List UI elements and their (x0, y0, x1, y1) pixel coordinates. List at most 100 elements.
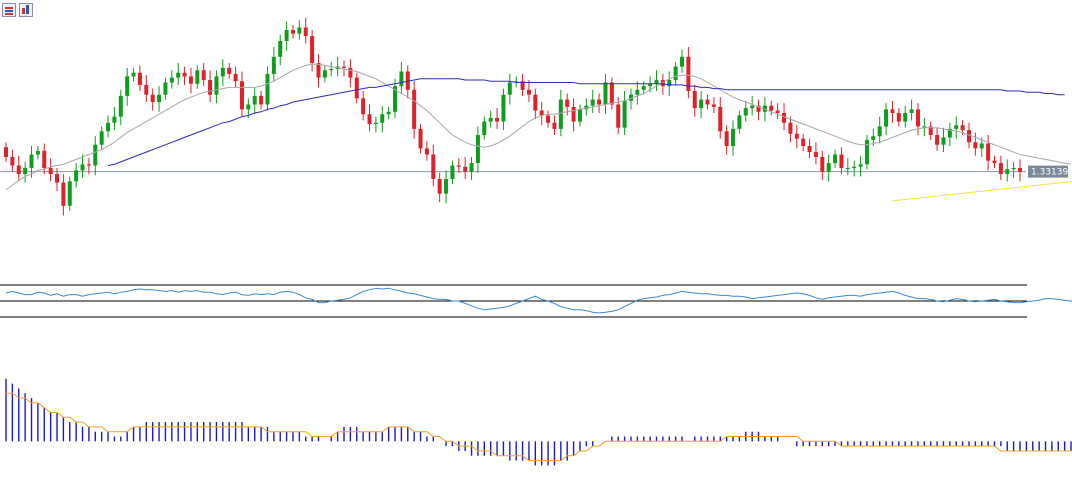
candle-body (29, 154, 34, 168)
candle-body (871, 136, 876, 140)
candle-body (131, 72, 136, 77)
candle-body (290, 29, 295, 34)
candle-body (233, 73, 238, 82)
candle-body (852, 166, 857, 168)
candle-body (616, 104, 621, 128)
candle-body (501, 94, 506, 122)
moving-average-fast (5, 63, 1072, 191)
candle-body (488, 117, 493, 122)
candle-body (405, 71, 410, 90)
candle-body (361, 98, 366, 115)
candle-body (112, 116, 117, 123)
candle-body (801, 138, 806, 146)
candle-body (482, 121, 487, 135)
candle-body (552, 122, 557, 129)
rsi-panel (0, 284, 1072, 318)
candle-body (565, 99, 570, 107)
candle-body (947, 128, 952, 138)
candle-body (864, 139, 869, 165)
candle-body (246, 104, 251, 110)
candle-body (833, 154, 838, 164)
candle-body (896, 113, 901, 122)
candle-body (973, 142, 978, 149)
candle-body (16, 165, 21, 175)
price-panel (0, 17, 1072, 216)
candle-body (979, 143, 984, 149)
candle-body (941, 137, 946, 145)
candle-body (125, 76, 130, 96)
candle-body (960, 125, 965, 131)
candle-body (80, 164, 85, 171)
candle-body (322, 70, 327, 78)
candle-body (788, 122, 793, 134)
candle-body (539, 110, 544, 116)
candle-body (724, 131, 729, 146)
candle-body (118, 95, 123, 117)
candle-body (220, 67, 225, 77)
candle-body (201, 70, 206, 81)
candle-body (106, 122, 111, 132)
toolbar (2, 3, 33, 19)
candle-body (507, 82, 512, 95)
candle-body (35, 150, 40, 155)
candle-body (609, 82, 614, 105)
candle-body (437, 178, 442, 194)
candle-body (909, 109, 914, 114)
candle-body (297, 27, 302, 34)
candle-body (469, 163, 474, 172)
candle-body (922, 126, 927, 128)
moving-average-long (892, 180, 1072, 202)
candle-body (743, 108, 748, 116)
candle-body (686, 56, 691, 92)
candle-body (393, 86, 398, 112)
candle-body (718, 106, 723, 132)
candle-body (711, 104, 716, 107)
candle-body (450, 165, 455, 179)
price-label-box (1028, 165, 1068, 178)
candle-body (157, 94, 162, 103)
list-icon[interactable] (2, 3, 16, 17)
candle-body (986, 143, 991, 161)
candle-body (86, 164, 91, 166)
candle-body (826, 163, 831, 172)
candle-body (622, 100, 627, 128)
candle-body (731, 128, 736, 146)
candle-body (182, 72, 187, 77)
candle-body (654, 80, 659, 84)
candle-body (514, 81, 519, 83)
candle-body (603, 82, 608, 105)
candle-body (463, 166, 468, 172)
candle-body (176, 72, 181, 78)
candle-body (705, 99, 710, 105)
candle-body (4, 147, 8, 157)
candle-body (93, 144, 98, 166)
candle-body (1011, 167, 1016, 170)
candle-body (227, 67, 232, 74)
candle-body (354, 77, 359, 99)
candle-body (807, 145, 812, 153)
candle-body (769, 105, 774, 111)
candle-body (737, 115, 742, 129)
chart-properties-icon[interactable] (19, 3, 33, 17)
candle-body (99, 131, 104, 145)
candle-body (137, 72, 142, 85)
candle-body (23, 167, 28, 175)
candle-body (884, 109, 889, 127)
candle-body (10, 156, 15, 166)
moving-average-slow (107, 78, 1065, 166)
candle-body (756, 105, 761, 112)
candle-body (571, 106, 576, 122)
candle-body (48, 167, 53, 175)
candle-body (890, 109, 895, 114)
candle-body (310, 36, 315, 63)
candle-body (163, 82, 168, 95)
candle-body (284, 29, 289, 41)
candle-body (259, 95, 264, 105)
candle-body (966, 130, 971, 143)
candle-body (412, 89, 417, 129)
candle-body (775, 110, 780, 114)
candle-body (329, 69, 334, 71)
candle-body (380, 114, 385, 123)
candle-body (342, 66, 346, 68)
